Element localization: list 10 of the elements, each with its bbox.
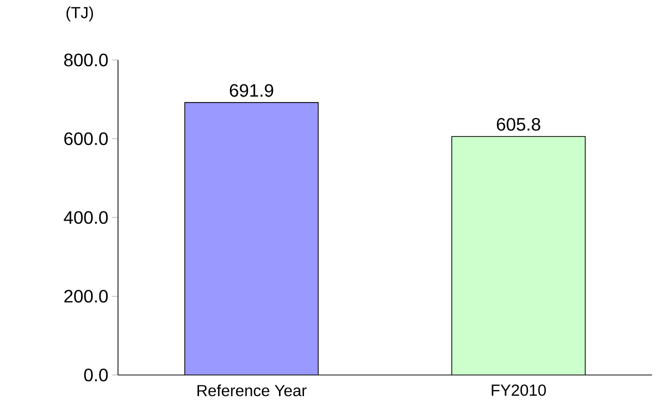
y-axis-title: (TJ)	[66, 6, 93, 22]
y-tick-label: 0.0	[84, 368, 108, 382]
data-label: 691.9	[230, 84, 274, 97]
x-tick-label: FY2010	[492, 384, 546, 396]
y-tick-label: 600.0	[64, 132, 108, 146]
data-label: 605.8	[496, 118, 540, 131]
y-tick-label: 200.0	[64, 290, 108, 303]
y-tick-label: 800.0	[64, 54, 108, 66]
y-tick-label: 400.0	[64, 211, 108, 224]
x-tick-label: Reference Year	[198, 384, 307, 396]
